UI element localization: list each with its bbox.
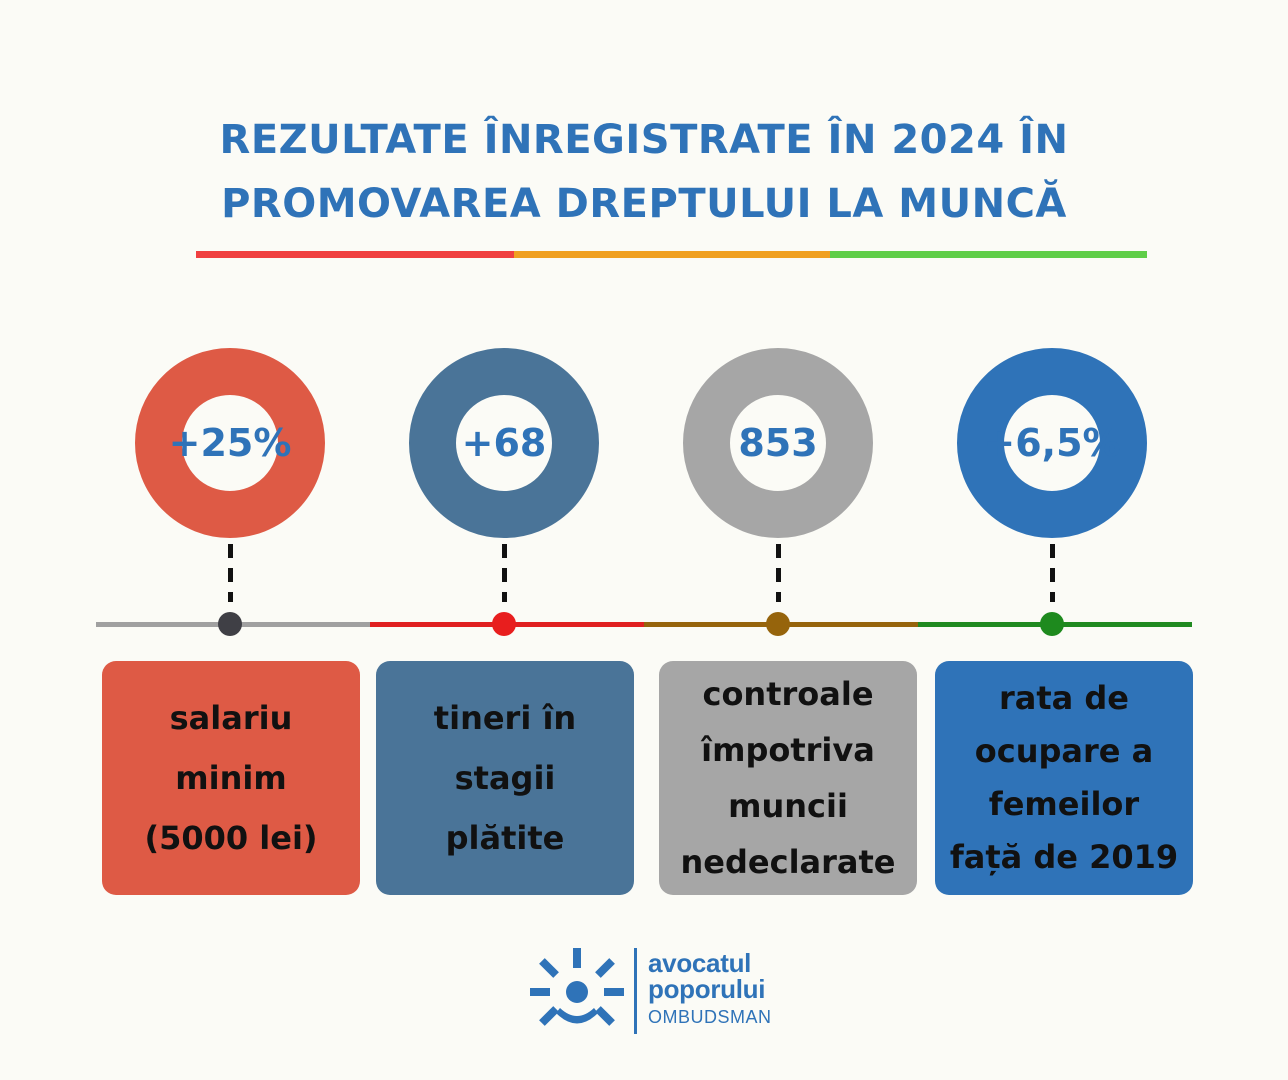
timeline-dot-2 xyxy=(492,612,516,636)
title-line-1: REZULTATE ÎNREGISTRATE ÎN 2024 ÎN xyxy=(219,117,1069,163)
logo-name-line-1: avocatul xyxy=(648,948,752,978)
logo-text: avocatul poporului OMBUDSMAN xyxy=(648,950,772,1028)
page-title: REZULTATE ÎNREGISTRATE ÎN 2024 ÎN PROMOV… xyxy=(0,108,1288,236)
title-underline-red xyxy=(196,251,514,258)
stat-ring-inspections: 853 xyxy=(683,348,873,538)
logo-divider xyxy=(634,948,637,1034)
timeline-dot-3 xyxy=(766,612,790,636)
stat-value: +6,5% xyxy=(983,421,1121,465)
timeline-dot-4 xyxy=(1040,612,1064,636)
title-underline-orange xyxy=(514,251,830,258)
stat-value: 853 xyxy=(738,421,818,465)
stat-card-paid-internships: tineri în stagii plătite xyxy=(376,661,634,895)
stat-description: salariu minim (5000 lei) xyxy=(144,699,318,857)
stat-description: controale împotriva muncii nedeclarate xyxy=(680,675,896,881)
logo-name-line-2: poporului xyxy=(648,974,766,1004)
stat-card-inspections: controale împotriva muncii nedeclarate xyxy=(659,661,917,895)
logo-subtitle: OMBUDSMAN xyxy=(648,1007,772,1027)
stat-value: +25% xyxy=(168,421,292,465)
title-underline-green xyxy=(830,251,1147,258)
stat-description: rata de ocupare a femeilor față de 2019 xyxy=(949,679,1179,876)
stat-card-women-employment: rata de ocupare a femeilor față de 2019 xyxy=(935,661,1193,895)
logo: avocatul poporului OMBUDSMAN xyxy=(530,948,790,1034)
stat-ring-paid-internships: +68 xyxy=(409,348,599,538)
stat-description: tineri în stagii plătite xyxy=(433,699,577,857)
stat-value: +68 xyxy=(461,421,547,465)
title-line-2: PROMOVAREA DREPTULUI LA MUNCĂ xyxy=(221,181,1067,227)
stat-ring-women-employment: +6,5% xyxy=(957,348,1147,538)
sun-logo-icon xyxy=(530,948,624,1026)
timeline-dot-1 xyxy=(218,612,242,636)
stat-ring-minimum-wage: +25% xyxy=(135,348,325,538)
stat-card-minimum-wage: salariu minim (5000 lei) xyxy=(102,661,360,895)
